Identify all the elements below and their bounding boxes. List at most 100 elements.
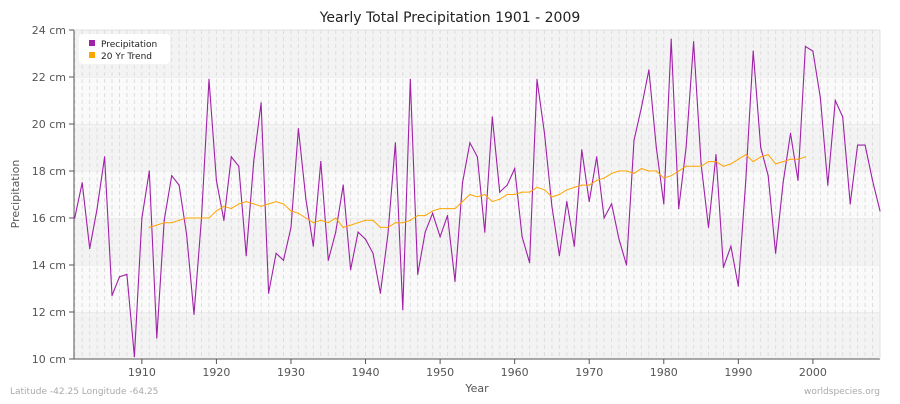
trend-point	[163, 222, 165, 224]
precipitation-point	[446, 215, 449, 217]
precipitation-point	[558, 255, 560, 257]
precipitation-point	[625, 264, 628, 266]
trend-point	[588, 184, 590, 186]
trend-point	[648, 170, 650, 172]
precipitation-point	[185, 233, 188, 236]
trend-point	[797, 158, 799, 160]
precipitation-point	[275, 252, 277, 254]
precipitation-point	[804, 45, 807, 48]
precipitation-point	[364, 238, 367, 240]
precipitation-point	[215, 179, 218, 181]
precipitation-point	[111, 294, 113, 297]
trend-point	[409, 219, 411, 221]
precipitation-point	[871, 179, 874, 181]
trend-point	[551, 196, 553, 198]
trend-point	[573, 186, 575, 189]
precipitation-point	[357, 231, 359, 233]
precipitation-point	[789, 132, 792, 134]
trend-point	[156, 224, 158, 226]
trend-point	[528, 191, 531, 193]
trend-point	[685, 165, 687, 167]
precipitation-point	[864, 144, 866, 146]
trend-point	[566, 189, 568, 191]
x-tick-label: 1910	[128, 366, 156, 379]
precipitation-point	[782, 182, 784, 184]
precipitation-point	[640, 106, 643, 109]
y-tick-label: 18 cm	[32, 165, 66, 178]
y-tick-label: 14 cm	[32, 259, 66, 272]
precipitation-point	[320, 161, 322, 163]
trend-point	[364, 219, 367, 221]
precipitation-point	[417, 273, 419, 275]
precipitation-point	[178, 184, 180, 186]
trend-point	[238, 203, 240, 205]
trend-point	[610, 172, 613, 174]
trend-point	[670, 175, 672, 177]
precipitation-point	[81, 182, 83, 184]
precipitation-point	[767, 175, 769, 177]
trend-point	[394, 222, 396, 224]
precipitation-point	[133, 356, 135, 358]
footer-source: worldspecies.org	[804, 387, 880, 397]
legend-swatch-precipitation	[89, 40, 95, 46]
x-tick-label: 1940	[352, 366, 380, 379]
precipitation-point	[692, 41, 695, 43]
trend-point	[320, 219, 322, 221]
trend-point	[446, 208, 449, 210]
precipitation-point	[476, 156, 478, 158]
precipitation-point	[596, 156, 598, 158]
y-tick-label: 10 cm	[32, 353, 66, 366]
precipitation-point	[469, 142, 471, 144]
trend-point	[692, 165, 695, 167]
precipitation-point	[551, 205, 553, 207]
trend-point	[558, 193, 560, 196]
trend-point	[737, 158, 739, 160]
precipitation-point	[707, 226, 710, 228]
precipitation-point	[193, 313, 195, 315]
precipitation-point	[394, 142, 396, 144]
precipitation-point	[253, 161, 255, 163]
precipitation-point	[439, 236, 441, 238]
x-tick-label: 1980	[650, 366, 678, 379]
precipitation-point	[581, 149, 583, 151]
trend-point	[543, 189, 546, 191]
precipitation-point	[409, 78, 411, 80]
trend-point	[230, 208, 232, 210]
precipitation-point	[96, 208, 98, 210]
precipitation-point	[461, 182, 464, 184]
precipitation-point	[536, 78, 538, 80]
precipitation-point	[327, 259, 329, 261]
precipitation-point	[842, 116, 844, 118]
precipitation-point	[849, 203, 851, 205]
legend: Precipitation 20 Yr Trend	[79, 34, 170, 64]
precipitation-point	[521, 236, 523, 238]
trend-point	[789, 158, 792, 160]
precipitation-point	[372, 252, 374, 254]
precipitation-point	[342, 184, 344, 186]
precipitation-point	[245, 255, 247, 257]
trend-point	[290, 210, 292, 212]
precipitation-point	[126, 273, 128, 275]
trend-point	[506, 193, 508, 196]
trend-point	[536, 186, 538, 189]
legend-swatch-trend	[89, 52, 95, 58]
x-tick-label: 1960	[501, 366, 529, 379]
trend-point	[707, 161, 710, 163]
trend-point	[215, 210, 218, 212]
precipitation-point	[610, 203, 613, 205]
precipitation-point	[819, 97, 821, 99]
y-tick-label: 22 cm	[32, 71, 66, 84]
trend-point	[767, 153, 769, 156]
legend-label-precipitation: Precipitation	[101, 40, 157, 50]
trend-point	[618, 170, 620, 172]
precipitation-point	[432, 212, 434, 214]
precipitation-point	[260, 102, 262, 104]
trend-point	[208, 217, 210, 219]
precipitation-point	[305, 198, 307, 200]
precipitation-point	[722, 266, 725, 268]
trend-point	[655, 170, 657, 172]
precipitation-point	[737, 285, 739, 287]
precipitation-point	[827, 184, 829, 186]
trend-point	[491, 200, 493, 203]
